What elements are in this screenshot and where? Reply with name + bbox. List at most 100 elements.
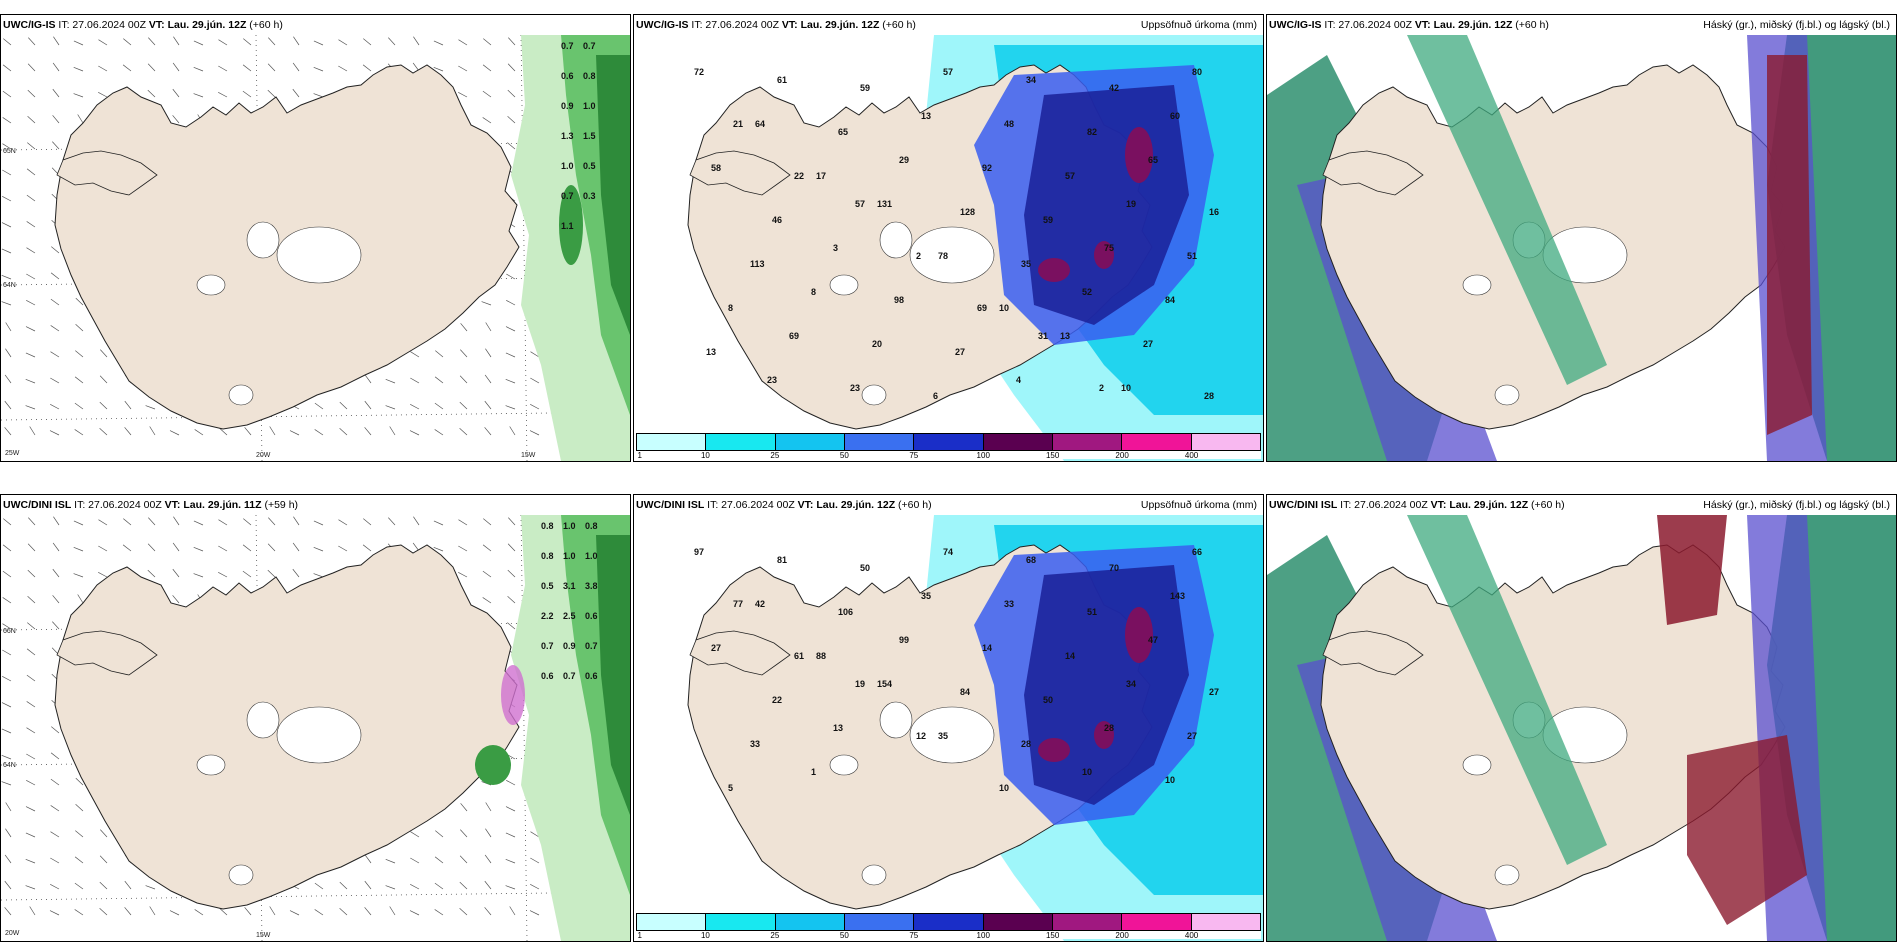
wind-barb xyxy=(173,516,180,526)
coordinate-label: 66N xyxy=(3,628,16,635)
wind-barb xyxy=(485,348,492,358)
panel-header: UWC/IG-IS IT: 27.06.2024 00Z VT: Lau. 29… xyxy=(1267,15,1896,35)
wind-barb xyxy=(147,63,156,72)
wind-barb xyxy=(75,324,84,332)
wind-barb xyxy=(313,520,324,526)
precip-value-label: 33 xyxy=(750,739,760,749)
wind-barb xyxy=(27,63,36,72)
wind-barb xyxy=(122,544,132,552)
precip-max-1 xyxy=(1125,127,1153,183)
wind-barb xyxy=(458,65,468,72)
wind-barb xyxy=(100,829,108,838)
colorbar-tick-label: 25 xyxy=(770,451,780,460)
wind-barb xyxy=(267,543,276,552)
precip-value-label: 65 xyxy=(838,127,848,137)
precip-value-label: 12 xyxy=(916,731,926,741)
wind-barb xyxy=(410,377,420,384)
wind-barb xyxy=(482,544,492,552)
panel-header: UWC/IG-IS IT: 27.06.2024 00Z VT: Lau. 29… xyxy=(1,15,630,35)
panel-title: Háský (gr.), miðský (fj.bl.) og lágský (… xyxy=(1703,499,1890,511)
wind-barb xyxy=(410,857,420,864)
panel-title: Uppsöfnuð úrkoma (mm) xyxy=(1140,19,1257,31)
gust-value-label: 0.3 xyxy=(583,191,596,201)
panel-header: UWC/DINI ISL IT: 27.06.2024 00Z VT: Lau.… xyxy=(1267,495,1896,515)
colorbar-tick-label: 400 xyxy=(1184,451,1199,460)
wind-barb xyxy=(73,40,84,46)
low-cloud-north xyxy=(1657,515,1727,625)
gust-value-label: 2.2 xyxy=(541,611,554,621)
wind-barb xyxy=(26,273,36,280)
glacier-vatnajokull xyxy=(276,226,362,284)
wind-barb xyxy=(27,622,36,630)
wind-barb xyxy=(5,348,12,358)
colorbar-tick-label: 1 xyxy=(637,451,642,460)
westfjords-peninsula xyxy=(56,150,158,196)
wind-barb xyxy=(148,37,156,46)
wind-barb xyxy=(530,351,540,358)
wind-barb xyxy=(4,907,12,916)
wind-barb xyxy=(27,596,36,604)
precip-value-label: 13 xyxy=(833,723,843,733)
wind-barb xyxy=(314,882,324,890)
precip-value-label: 10 xyxy=(1165,775,1175,785)
wind-barb xyxy=(26,648,36,656)
precip-value-label: 2 xyxy=(916,251,921,261)
wind-barb xyxy=(434,429,444,436)
wind-barb xyxy=(218,571,228,578)
precip-value-label: 51 xyxy=(1187,251,1197,261)
precip-value-label: 35 xyxy=(921,591,931,601)
wind-barb xyxy=(218,519,228,526)
wind-barb xyxy=(530,831,540,838)
precip-value-label: 97 xyxy=(694,547,704,557)
wind-barb xyxy=(99,908,108,916)
wind-barb xyxy=(193,573,204,578)
colorbar-tick-label: 10 xyxy=(700,451,710,460)
wind-barb xyxy=(413,36,420,46)
wind-barb xyxy=(193,40,204,46)
wind-barb xyxy=(530,857,540,864)
wind-barb xyxy=(458,39,468,46)
cloud-map xyxy=(1267,35,1896,461)
precip-value-label: 8 xyxy=(811,287,816,297)
wind-barb xyxy=(505,806,516,812)
wind-barb xyxy=(509,906,516,916)
precip-max-3 xyxy=(1094,721,1114,749)
glacier-hofsjokull xyxy=(829,754,859,776)
precip-value-label: 34 xyxy=(1026,75,1036,85)
wind-barb xyxy=(50,377,60,384)
wind-barb xyxy=(313,546,324,552)
glacier-hofsjokull xyxy=(1462,274,1492,296)
wind-barb xyxy=(27,543,36,552)
colorbar-cell xyxy=(706,914,776,930)
westfjords-peninsula xyxy=(1322,630,1424,676)
wind-barb xyxy=(364,374,372,384)
wind-barb xyxy=(27,89,36,98)
wind-barb xyxy=(485,322,492,332)
wind-barb xyxy=(218,91,228,98)
wind-barb xyxy=(507,596,516,604)
wind-barb xyxy=(292,88,300,98)
wind-barb xyxy=(98,519,108,526)
panel-header: UWC/DINI ISL IT: 27.06.2024 00Z VT: Lau.… xyxy=(1,495,630,515)
wind-barb xyxy=(98,545,108,552)
wind-barb xyxy=(218,545,228,552)
precip-value-label: 22 xyxy=(772,695,782,705)
gust-value-label: 2.5 xyxy=(563,611,576,621)
glacier-vatnajokull xyxy=(909,706,995,764)
wind-barb xyxy=(172,595,180,604)
wind-barb xyxy=(244,427,252,436)
precip-value-label: 59 xyxy=(860,83,870,93)
westfjords-peninsula xyxy=(689,150,791,196)
wind-barb xyxy=(338,545,348,552)
wind-barb xyxy=(293,516,300,526)
panel-ig-cloud: UWC/IG-IS IT: 27.06.2024 00Z VT: Lau. 29… xyxy=(1266,14,1897,462)
wind-barb xyxy=(172,115,180,124)
precip-max-1 xyxy=(1125,607,1153,663)
coordinate-label: 20W xyxy=(256,452,271,459)
meridian-line xyxy=(520,35,528,461)
wind-barb xyxy=(292,568,300,578)
wind-barb xyxy=(26,674,36,682)
wind-barb xyxy=(435,350,444,358)
wind-barb xyxy=(77,594,84,604)
wind-barb xyxy=(267,63,276,72)
